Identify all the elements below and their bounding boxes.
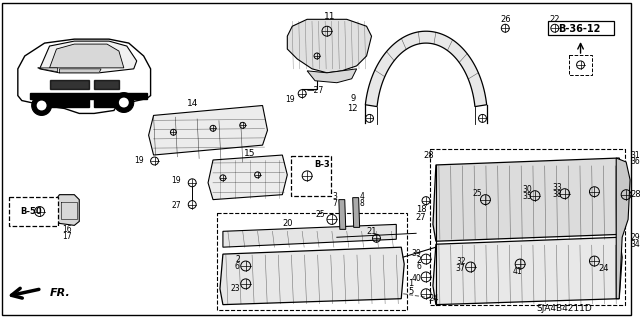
Text: 25: 25 [473,189,483,198]
Polygon shape [223,224,396,247]
FancyBboxPatch shape [569,55,593,75]
Text: 34: 34 [630,240,640,249]
Text: 6: 6 [235,263,240,271]
Text: 28: 28 [630,190,640,199]
Text: 23: 23 [230,284,240,293]
Polygon shape [49,44,124,68]
Text: 2: 2 [416,256,421,264]
Circle shape [114,93,134,112]
Polygon shape [365,31,486,107]
Text: 28: 28 [423,151,434,160]
Text: SJA4B4211D: SJA4B4211D [537,304,593,313]
Text: 12: 12 [348,104,358,113]
Text: 40: 40 [412,274,421,283]
Polygon shape [353,198,360,227]
Text: 19: 19 [134,157,143,166]
Text: B-50: B-50 [20,207,42,216]
Text: 39: 39 [412,249,421,258]
Text: 26: 26 [500,15,511,24]
Text: 6: 6 [416,263,421,271]
Text: 17: 17 [63,232,72,241]
Text: 15: 15 [244,149,255,158]
Text: 9: 9 [350,94,355,103]
Polygon shape [60,69,101,73]
Text: 24: 24 [428,294,438,303]
Text: —27: —27 [307,86,324,95]
Text: 41: 41 [513,267,522,277]
Polygon shape [208,155,287,200]
Text: 19: 19 [285,95,295,104]
Polygon shape [18,39,150,114]
Text: 18: 18 [416,205,426,214]
Polygon shape [94,80,119,89]
Polygon shape [220,247,404,305]
Text: 21: 21 [366,227,377,236]
Polygon shape [49,80,89,89]
Polygon shape [29,93,147,99]
Text: 3: 3 [332,192,337,201]
Polygon shape [339,200,346,229]
Text: 7: 7 [332,199,337,208]
Text: 4: 4 [359,192,364,201]
FancyBboxPatch shape [9,197,58,226]
Text: 33: 33 [552,183,562,192]
Text: 25: 25 [316,210,325,219]
Text: 1: 1 [408,279,413,288]
FancyBboxPatch shape [291,156,331,196]
Polygon shape [287,19,371,73]
Polygon shape [433,237,622,305]
Text: B-36-12: B-36-12 [558,24,601,34]
Text: 36: 36 [630,158,640,167]
Polygon shape [616,158,630,299]
Text: 14: 14 [186,99,198,108]
Polygon shape [433,158,624,241]
Text: 22: 22 [550,15,560,24]
Text: 31: 31 [630,151,640,160]
Polygon shape [38,68,58,72]
Text: 27: 27 [416,213,426,222]
Circle shape [36,100,47,110]
Text: 30: 30 [522,185,532,194]
Text: 2: 2 [235,255,240,263]
Polygon shape [40,41,137,73]
Text: 27: 27 [172,201,181,210]
Text: 5: 5 [408,287,413,296]
Text: 38: 38 [552,190,562,199]
Text: 16: 16 [63,225,72,234]
Text: 11: 11 [324,12,335,21]
Text: 19: 19 [172,176,181,185]
Polygon shape [94,99,119,108]
Text: 20: 20 [282,219,292,228]
Text: 24: 24 [598,264,609,273]
Bar [548,21,614,35]
Polygon shape [307,69,356,83]
Circle shape [119,98,129,108]
Text: 37: 37 [456,264,466,273]
Polygon shape [54,195,79,226]
Polygon shape [148,106,268,155]
Polygon shape [49,99,89,108]
Text: 35: 35 [522,192,532,201]
Text: FR.: FR. [49,288,70,298]
Circle shape [32,96,51,115]
Text: 32: 32 [456,256,466,265]
Text: 29: 29 [630,233,640,242]
Text: B-3: B-3 [314,160,330,169]
Text: 8: 8 [359,199,364,208]
